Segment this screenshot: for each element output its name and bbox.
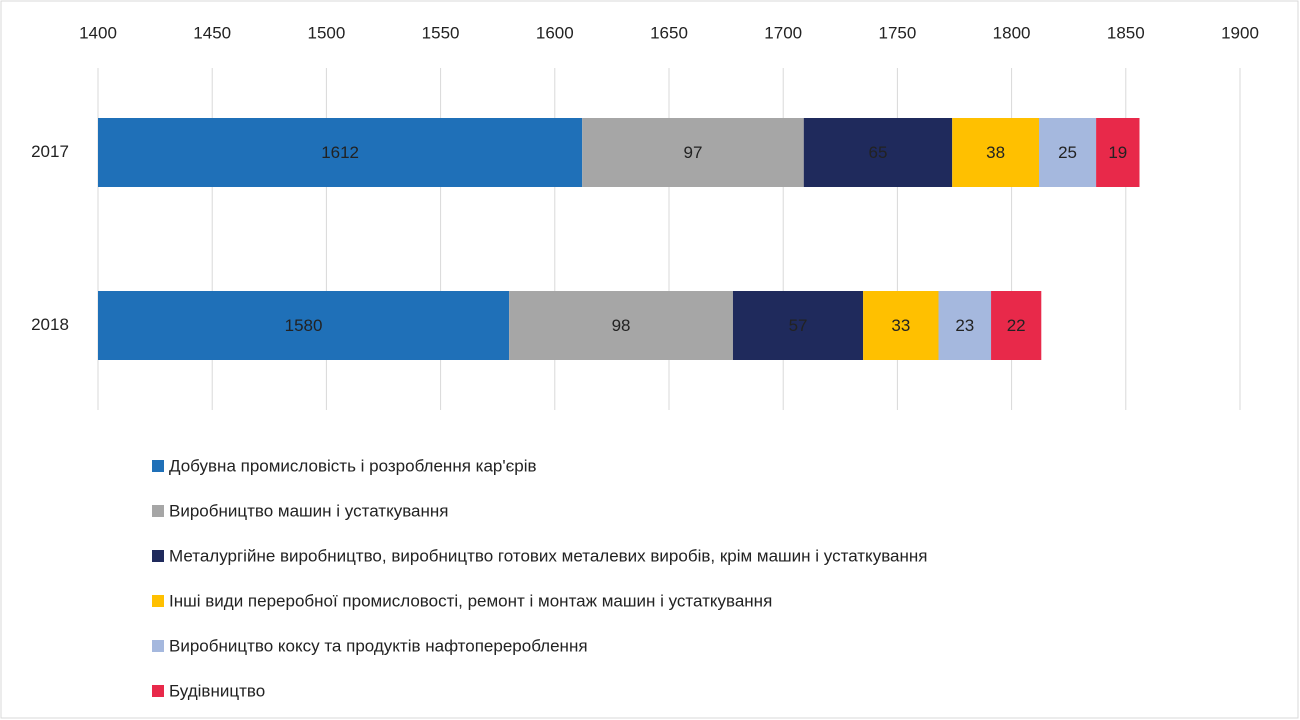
x-tick-label: 1450 <box>193 23 231 42</box>
legend-label: Виробництво коксу та продуктів нафтопере… <box>169 636 588 655</box>
legend-swatch <box>152 685 164 697</box>
bar-segment <box>582 118 804 187</box>
data-label: 23 <box>955 316 974 335</box>
data-label: 38 <box>986 143 1005 162</box>
bar-segment <box>938 291 992 360</box>
data-label: 25 <box>1058 143 1077 162</box>
y-tick-label: 2017 <box>31 142 69 161</box>
data-label: 19 <box>1108 143 1127 162</box>
x-tick-label: 1700 <box>764 23 802 42</box>
legend-swatch <box>152 550 164 562</box>
y-tick-label: 2018 <box>31 315 69 334</box>
bar-segment <box>1039 118 1097 187</box>
data-label: 1580 <box>285 316 323 335</box>
legend-label: Будівництво <box>169 681 265 700</box>
bar-segment <box>732 291 864 360</box>
legend-label: Інші види переробної промисловості, ремо… <box>169 591 772 610</box>
data-label: 97 <box>684 143 703 162</box>
data-label: 1612 <box>321 143 359 162</box>
x-tick-label: 1750 <box>878 23 916 42</box>
bar-segment <box>509 291 733 360</box>
bar-segment <box>991 291 1042 360</box>
data-label: 22 <box>1007 316 1026 335</box>
legend-swatch <box>152 460 164 472</box>
legend-swatch <box>152 595 164 607</box>
legend-label: Добувна промисловість і розроблення кар'… <box>169 456 537 475</box>
bar-segment <box>863 291 939 360</box>
x-tick-label: 1850 <box>1107 23 1145 42</box>
bar-segment <box>98 118 583 187</box>
legend-swatch <box>152 640 164 652</box>
bar-segment <box>98 291 510 360</box>
data-label: 98 <box>612 316 631 335</box>
bar-segment <box>1096 118 1140 187</box>
bar-segment <box>952 118 1040 187</box>
legend-label: Металургійне виробництво, виробництво го… <box>169 546 927 565</box>
data-label: 33 <box>891 316 910 335</box>
x-tick-label: 1550 <box>422 23 460 42</box>
x-tick-label: 1900 <box>1221 23 1259 42</box>
x-tick-label: 1600 <box>536 23 574 42</box>
data-label: 57 <box>789 316 808 335</box>
x-tick-label: 1500 <box>307 23 345 42</box>
legend-swatch <box>152 505 164 517</box>
x-tick-label: 1800 <box>993 23 1031 42</box>
x-tick-label: 1400 <box>79 23 117 42</box>
data-label: 65 <box>869 143 888 162</box>
x-tick-label: 1650 <box>650 23 688 42</box>
legend-label: Виробництво машин і устаткування <box>169 501 448 520</box>
bar-segment <box>803 118 953 187</box>
